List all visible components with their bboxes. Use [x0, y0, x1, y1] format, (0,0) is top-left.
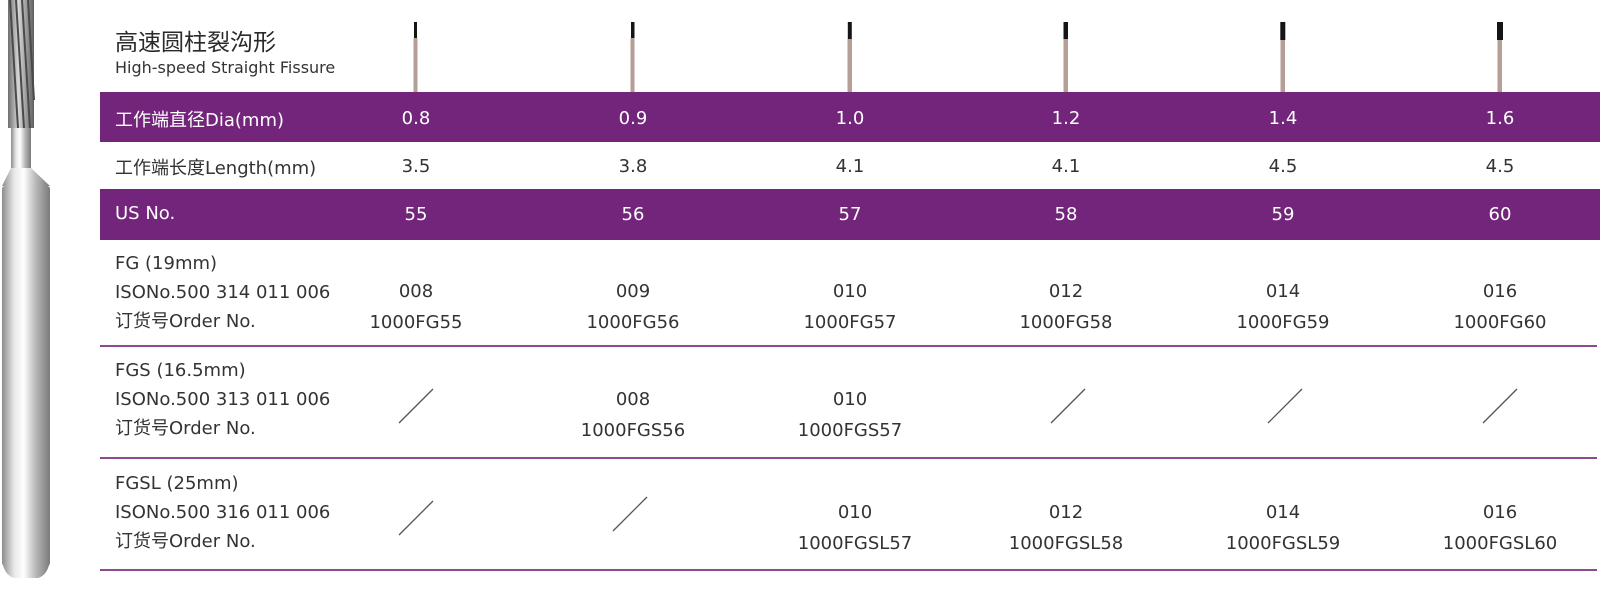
- order-number: 1000FGS57: [797, 420, 903, 441]
- order-number: 1000FG60: [1453, 312, 1547, 333]
- bur-product-image: [2, 0, 50, 578]
- fg-cell: 010 1000FG57: [765, 276, 935, 338]
- length-value: 3.5: [401, 156, 431, 177]
- order-number: 1000FGSL59: [1225, 533, 1341, 554]
- order-number: 1000FGS56: [580, 420, 686, 441]
- order-number: 1000FG57: [803, 312, 897, 333]
- fgsl-cell: 014 1000FGSL59: [1198, 497, 1368, 559]
- row-separator: [100, 569, 1597, 571]
- straight-fissure-bur-icon: [1280, 22, 1286, 94]
- fgsl-section-label: FGSL (25mm) ISONo.500 316 011 006 订货号Ord…: [115, 469, 330, 556]
- fgs-section-label: FGS (16.5mm) ISONo.500 313 011 006 订货号Or…: [115, 356, 330, 443]
- iso-code: 008: [398, 281, 434, 302]
- fgs-cell: 008 1000FGS56: [548, 384, 718, 446]
- order-number: 1000FG56: [586, 312, 680, 333]
- iso-code: 010: [832, 281, 868, 302]
- iso-code: 014: [1265, 281, 1301, 302]
- diameter-value: 1.4: [1268, 108, 1298, 129]
- order-number: 1000FGSL58: [1008, 533, 1124, 554]
- row-separator: [100, 457, 1597, 459]
- length-value: 4.1: [835, 156, 865, 177]
- straight-fissure-bur-icon: [630, 22, 635, 94]
- fg-shank-label: FG (19mm): [115, 253, 218, 274]
- diameter-row-band: [100, 92, 1600, 142]
- us-number-value: 56: [621, 204, 645, 225]
- length-value: 4.5: [1268, 156, 1298, 177]
- straight-fissure-bur-icon: [847, 22, 852, 94]
- fg-cell: 016 1000FG60: [1415, 276, 1585, 338]
- iso-code: 008: [615, 389, 651, 410]
- fgsl-order-label: 订货号Order No.: [115, 531, 256, 552]
- length-value: 4.1: [1051, 156, 1081, 177]
- fg-cell: 014 1000FG59: [1198, 276, 1368, 338]
- row-separator: [100, 345, 1597, 347]
- fgsl-shank-label: FGSL (25mm): [115, 473, 239, 494]
- not-available-slash-icon: [1267, 388, 1303, 424]
- us-number-value: 57: [838, 204, 862, 225]
- iso-code: 010: [832, 389, 868, 410]
- diameter-value: 1.6: [1485, 108, 1515, 129]
- order-number: 1000FGSL60: [1442, 533, 1558, 554]
- us-number-row-band: [100, 189, 1600, 240]
- fgs-cell: 010 1000FGS57: [765, 384, 935, 446]
- us-number-label: US No.: [115, 203, 176, 224]
- iso-code: 012: [1048, 502, 1084, 523]
- fgsl-cell: 016 1000FGSL60: [1415, 497, 1585, 559]
- us-number-value: 60: [1488, 204, 1512, 225]
- diameter-value: 0.8: [401, 108, 431, 129]
- diameter-value: 1.0: [835, 108, 865, 129]
- iso-code: 016: [1482, 502, 1518, 523]
- us-number-value: 59: [1271, 204, 1295, 225]
- fgsl-iso-label: ISONo.500 316 011 006: [115, 502, 331, 523]
- fg-cell: 008 1000FG55: [331, 276, 501, 338]
- order-number: 1000FG55: [369, 312, 463, 333]
- us-number-value: 58: [1054, 204, 1078, 225]
- iso-code: 012: [1048, 281, 1084, 302]
- straight-fissure-bur-icon: [413, 22, 418, 94]
- fgs-shank-label: FGS (16.5mm): [115, 360, 246, 381]
- length-label: 工作端长度Length(mm): [115, 158, 317, 179]
- order-number: 1000FG59: [1236, 312, 1330, 333]
- length-value: 4.5: [1485, 156, 1515, 177]
- not-available-slash-icon: [1050, 388, 1086, 424]
- fg-order-label: 订货号Order No.: [115, 311, 256, 332]
- product-title-en: High-speed Straight Fissure: [115, 58, 336, 77]
- not-available-slash-icon: [398, 388, 434, 424]
- straight-fissure-bur-icon: [1063, 22, 1068, 94]
- diameter-label: 工作端直径Dia(mm): [115, 110, 285, 131]
- not-available-slash-icon: [398, 500, 434, 536]
- fg-iso-label: ISONo.500 314 011 006: [115, 282, 331, 303]
- fgs-iso-label: ISONo.500 313 011 006: [115, 389, 331, 410]
- straight-fissure-bur-icon: [1497, 22, 1503, 94]
- not-available-slash-icon: [1482, 388, 1518, 424]
- not-available-slash-icon: [612, 496, 648, 532]
- fgsl-cell: 010 1000FGSL57: [770, 497, 940, 559]
- fg-cell: 012 1000FG58: [981, 276, 1151, 338]
- diameter-value: 0.9: [618, 108, 648, 129]
- order-number: 1000FGSL57: [797, 533, 913, 554]
- fg-cell: 009 1000FG56: [548, 276, 718, 338]
- length-value: 3.8: [618, 156, 648, 177]
- diameter-value: 1.2: [1051, 108, 1081, 129]
- fgsl-cell: 012 1000FGSL58: [981, 497, 1151, 559]
- iso-code: 009: [615, 281, 651, 302]
- iso-code: 016: [1482, 281, 1518, 302]
- product-title-cn: 高速圆柱裂沟形: [115, 30, 276, 56]
- fgs-order-label: 订货号Order No.: [115, 418, 256, 439]
- iso-code: 014: [1265, 502, 1301, 523]
- fg-section-label: FG (19mm) ISONo.500 314 011 006 订货号Order…: [115, 249, 330, 336]
- us-number-value: 55: [404, 204, 428, 225]
- iso-code: 010: [837, 502, 873, 523]
- order-number: 1000FG58: [1019, 312, 1113, 333]
